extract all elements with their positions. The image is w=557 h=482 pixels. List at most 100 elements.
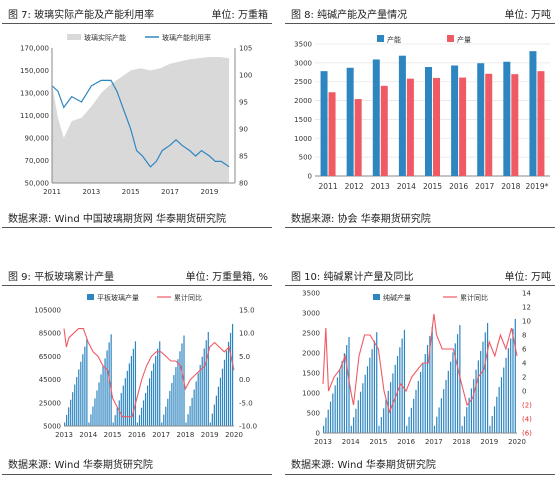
bar <box>66 414 68 426</box>
bar <box>102 366 104 426</box>
bar <box>124 378 126 426</box>
y-tick-label: 1000 <box>294 135 312 143</box>
bar <box>110 334 112 426</box>
bar <box>159 341 161 426</box>
bar <box>503 61 511 176</box>
y-tick-label: 5000 <box>43 423 61 431</box>
bar <box>484 332 486 433</box>
bar <box>112 422 114 426</box>
legend-swatch <box>373 294 380 300</box>
legend-label: 玻璃产能利用率 <box>162 33 211 42</box>
y-tick-label: 0.0 <box>239 376 250 384</box>
bar <box>454 343 456 433</box>
bar <box>171 382 173 426</box>
legend-label: 纯碱产量 <box>383 293 411 302</box>
bar <box>473 379 475 433</box>
bar <box>396 355 399 433</box>
bar <box>343 353 345 433</box>
bar <box>466 407 468 433</box>
y-tick-label: 90,000 <box>25 135 50 143</box>
bar <box>431 327 433 433</box>
bar <box>505 357 507 433</box>
bar <box>477 63 485 177</box>
x-tick-label: 2019* <box>526 182 549 191</box>
y-tick-label: 50,000 <box>25 180 50 188</box>
line-series <box>51 79 230 168</box>
area-series <box>52 57 230 183</box>
bar <box>209 422 211 426</box>
bar <box>440 398 442 433</box>
legend-label: 平板玻璃产量 <box>97 293 139 302</box>
legend-label: 产量 <box>457 35 471 44</box>
soda-ash-output-chart: 纯碱产量 累计同比 3500 3000 2500 2000 1500 1000 500 0 14 12… <box>302 290 532 447</box>
bar <box>354 99 362 176</box>
figure-source: 数据来源: Wind 华泰期货研究院 <box>8 460 153 471</box>
bar <box>406 78 414 176</box>
x-tick-label: 2014 <box>79 431 97 439</box>
bar <box>491 416 493 433</box>
bar <box>415 389 417 433</box>
bar <box>371 349 373 433</box>
y-tick-label: (6) <box>522 430 532 438</box>
bar <box>456 334 459 433</box>
bar <box>177 359 179 426</box>
line-series <box>63 328 235 418</box>
y-tick-label: 70,000 <box>25 157 50 165</box>
bar <box>480 351 482 433</box>
x-tick-label: 2014 <box>342 438 360 446</box>
y-tick-label: 170,000 <box>20 45 49 53</box>
bar <box>68 407 70 426</box>
bar <box>173 375 175 426</box>
bar <box>332 393 334 433</box>
bar <box>165 406 167 426</box>
bar <box>339 369 341 433</box>
bar <box>425 67 432 176</box>
y-tick-label: 15.0 <box>239 307 255 315</box>
bar <box>503 367 505 433</box>
y-tick-label: 25000 <box>39 399 61 407</box>
bar <box>320 71 328 176</box>
x-tick-label: 2018 <box>501 182 520 191</box>
x-tick-label: 2020 <box>508 438 526 446</box>
bar <box>475 369 477 433</box>
bar <box>336 377 339 433</box>
figure-source: 数据来源: Wind 中国玻璃期货网 华泰期货研究院 <box>8 214 227 225</box>
bar <box>353 417 355 433</box>
glass-capacity-chart: 玻璃实际产能 玻璃产能利用率 170,000 150,000 130,000 110,00… <box>20 33 252 196</box>
bar <box>82 354 84 426</box>
bar <box>378 425 380 433</box>
bar <box>142 400 145 426</box>
bar <box>329 401 332 433</box>
y-tick-label: -10.0 <box>239 423 257 431</box>
y-tick-label: 3000 <box>294 59 312 67</box>
bar <box>181 343 183 426</box>
bar <box>84 346 86 426</box>
bar <box>385 399 387 433</box>
bar <box>403 329 406 433</box>
bar <box>207 332 209 426</box>
y-tick-label: 2500 <box>294 78 312 86</box>
bar <box>498 386 500 433</box>
bar <box>106 350 108 426</box>
bar <box>227 341 230 426</box>
y-tick-label: 3500 <box>294 41 312 49</box>
bar <box>72 392 74 426</box>
bar <box>78 369 80 426</box>
y-tick-label: 8 <box>522 332 526 340</box>
bar <box>185 422 187 426</box>
bar <box>514 319 516 433</box>
flat-glass-output-chart: 平板玻璃产量 累计同比 105000 85000 65000 45000 25000 5000… <box>34 293 257 439</box>
bar <box>144 392 147 426</box>
bar <box>493 406 496 433</box>
bar <box>179 351 181 426</box>
y-tick-label: 150,000 <box>20 67 49 75</box>
bar <box>86 339 88 426</box>
x-tick-label: 2017 <box>475 182 494 191</box>
bar <box>387 390 389 433</box>
y-tick-label: 85000 <box>39 330 61 338</box>
bar <box>195 381 197 426</box>
y-tick-label: 80 <box>239 180 248 188</box>
bar <box>74 384 76 426</box>
bar <box>118 400 120 426</box>
y-tick-label: 1500 <box>294 116 312 124</box>
